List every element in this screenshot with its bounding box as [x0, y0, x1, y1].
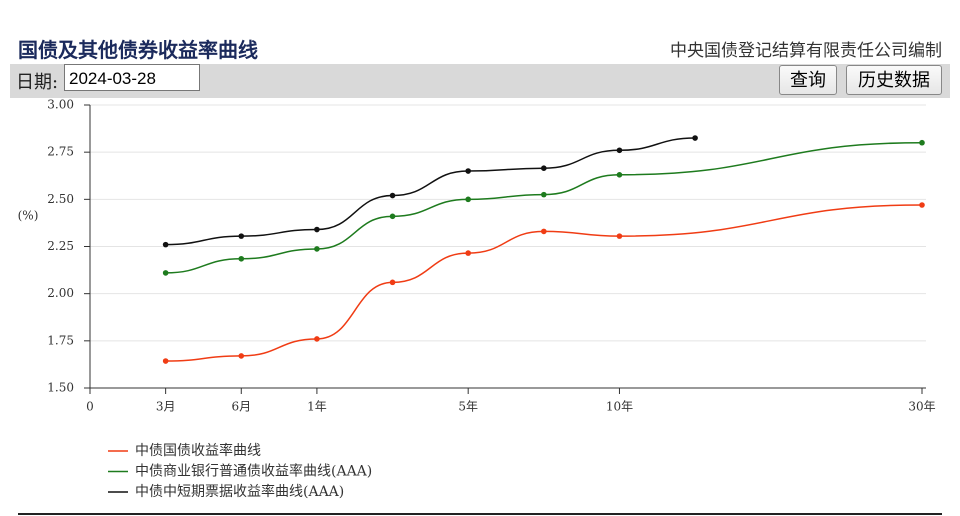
x-tick-label: 6月 [231, 400, 251, 414]
publisher: 中央国债登记结算有限责任公司编制 [670, 41, 942, 61]
date-label: 日期: [16, 72, 59, 93]
y-tick-label: 2.25 [47, 239, 74, 253]
data-point [314, 336, 320, 342]
data-point [541, 191, 547, 198]
y-tick-label: 1.50 [47, 381, 74, 395]
data-point [238, 353, 245, 359]
query-button[interactable]: 查询 [779, 65, 837, 95]
data-point [616, 172, 623, 178]
x-tick-label: 3月 [156, 400, 176, 414]
y-tick-label: 2.00 [47, 286, 74, 300]
data-point [389, 279, 396, 286]
data-point [919, 202, 925, 208]
page-title: 国债及其他债券收益率曲线 [18, 38, 258, 62]
y-tick-label: 3.00 [47, 98, 74, 112]
data-point [162, 270, 169, 276]
series-line [165, 141, 923, 274]
data-point [541, 165, 547, 172]
series-line [165, 137, 696, 246]
data-point [314, 246, 320, 252]
date-input[interactable]: 2024-03-28 [64, 64, 200, 91]
data-point [238, 233, 245, 239]
data-point [692, 135, 698, 141]
data-point [389, 192, 396, 199]
data-point [314, 226, 320, 233]
data-point [541, 228, 547, 235]
data-point [465, 250, 471, 256]
y-tick-label: 2.75 [47, 145, 74, 159]
data-point [919, 139, 925, 146]
x-tick-label: 5年 [458, 400, 478, 414]
x-tick-label: 30年 [908, 400, 935, 414]
legend-label: 中债商业银行普通债收益率曲线(AAA) [135, 463, 372, 480]
data-point [238, 255, 245, 262]
y-axis-label: (%) [18, 209, 39, 223]
data-point [162, 358, 169, 364]
x-tick-label: 1年 [307, 400, 327, 414]
y-tick-label: 1.75 [47, 333, 74, 347]
data-point [616, 147, 623, 154]
data-point [465, 168, 471, 174]
data-point [616, 233, 623, 239]
y-tick-label: 2.50 [47, 192, 74, 206]
x-tick-label: 0 [86, 400, 94, 414]
data-point [465, 196, 471, 203]
legend-label: 中债国债收益率曲线 [135, 442, 261, 459]
data-point [162, 241, 169, 248]
history-button[interactable]: 历史数据 [846, 65, 942, 95]
legend-label: 中债中短期票据收益率曲线(AAA) [135, 483, 344, 500]
data-point [389, 213, 396, 220]
x-tick-label: 10年 [606, 400, 633, 414]
series-line [165, 204, 923, 362]
